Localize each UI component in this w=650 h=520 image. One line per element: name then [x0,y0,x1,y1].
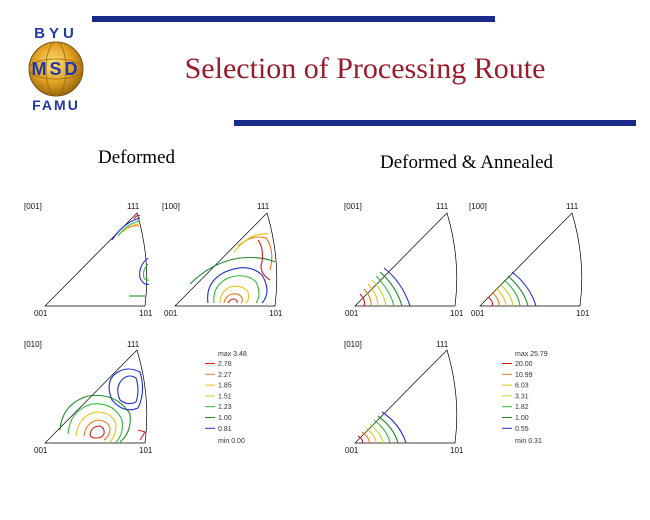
legend-level-label: 2.27 [218,372,232,379]
contours [359,267,411,307]
legend-level-label: 1.85 [218,383,232,390]
legend-min: min 0.00 [218,438,245,445]
legend-level-label: 0.81 [218,426,232,433]
logo-middle-text: MSD [32,59,81,79]
pole-figure-annealed-010: [010] 111 001 101 [344,340,464,455]
corner-label-left: 001 [345,309,359,318]
logo-top-text: BYU [34,25,78,42]
corner-label-right: 101 [450,309,464,318]
direction-label: [100] [469,202,487,211]
legend-level-label: 1.51 [218,393,232,400]
legend-levels: 2.78 2.27 1.85 1.51 1.23 1.00 0.81 [205,361,232,433]
section-deformed-annealed: Deformed & Annealed [380,152,554,173]
legend-min: min 0.31 [515,438,542,445]
corner-label-left: 001 [164,309,178,318]
legend-level-label: 0.55 [515,426,529,433]
corner-label-right: 101 [139,446,153,455]
contours [189,233,276,304]
corner-label-right: 101 [269,309,283,318]
corner-label-right: 101 [139,309,153,318]
pole-figure-deformed-010: [010] 111 001 101 [24,340,153,455]
corner-label-right: 101 [576,309,590,318]
apex-label: 111 [127,202,140,211]
apex-label: 111 [436,202,449,211]
legend-level-label: 6.03 [515,383,529,390]
direction-label: [001] [24,202,42,211]
direction-label: [100] [162,202,180,211]
slide-title: Selection of Processing Route [184,52,546,85]
pole-figure-annealed-001: [001] 111 001 101 [344,202,464,318]
legend-level-label: 1.82 [515,404,529,411]
legend-annealed: max 25.79 20.00 10.99 6.03 3.31 1.82 1.00 0.55… [502,351,548,445]
pole-figure-deformed-001: [001] 111 001 101 [24,202,153,318]
legend-level-label: 3.31 [515,393,529,400]
byu-msd-famu-logo: BYU MSD FAMU [28,25,84,113]
corner-label-right: 101 [450,446,464,455]
legend-level-label: 20.00 [515,361,533,368]
legend-level-label: 1.00 [515,415,529,422]
pole-figure-annealed-100: [100] 111 001 101 [469,202,590,318]
legend-level-label: 10.99 [515,372,533,379]
pole-figure-deformed-100: [100] 111 001 101 [162,202,283,318]
apex-label: 111 [566,202,579,211]
apex-label: 111 [127,340,140,349]
legend-deformed: max 3.48 2.78 2.27 1.85 1.51 1.23 1.00 0.81 mi… [205,351,247,445]
logo-bottom-text: FAMU [32,97,80,113]
corner-label-left: 001 [34,446,48,455]
contours [487,271,537,307]
direction-label: [010] [344,340,362,349]
legend-level-label: 1.00 [218,415,232,422]
apex-label: 111 [257,202,270,211]
contours [111,214,150,297]
mid-rule [234,120,636,126]
direction-label: [010] [24,340,42,349]
legend-level-label: 2.78 [218,361,232,368]
contours [357,411,407,444]
section-deformed: Deformed [98,147,176,168]
apex-label: 111 [436,340,449,349]
corner-label-left: 001 [345,446,359,455]
contours [59,368,146,443]
legend-max: max 25.79 [515,351,548,358]
corner-label-left: 001 [34,309,48,318]
legend-level-label: 1.23 [218,404,232,411]
corner-label-left: 001 [471,309,485,318]
legend-levels: 20.00 10.99 6.03 3.31 1.82 1.00 0.55 [502,361,533,433]
direction-label: [001] [344,202,362,211]
top-rule [92,16,495,22]
legend-max: max 3.48 [218,351,247,358]
